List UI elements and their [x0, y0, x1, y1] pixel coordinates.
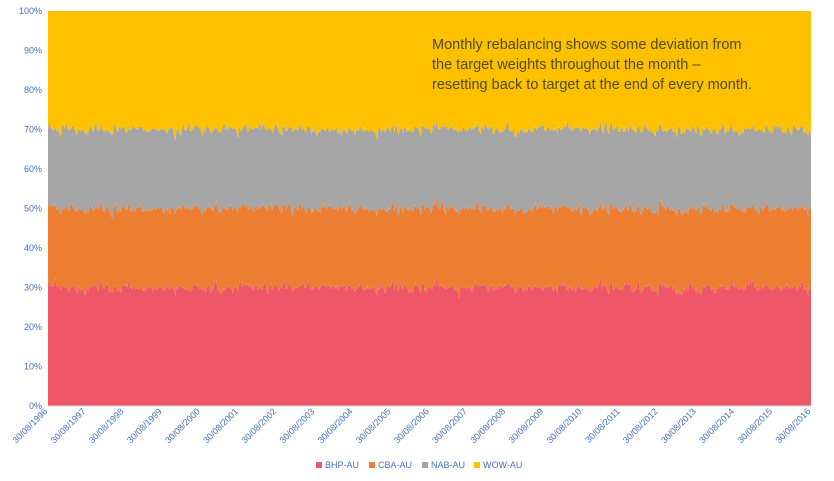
x-tick-label: 30/08/2016: [773, 406, 812, 445]
y-tick-label: 40%: [24, 243, 42, 253]
y-axis-ticks: 0% 10% 20% 30% 40% 50% 60% 70% 80% 90% 100%: [19, 6, 42, 411]
x-tick-label: 30/08/2003: [278, 406, 317, 445]
legend-label-nab-au: NAB-AU: [431, 460, 465, 470]
legend-swatch-cba-au: [369, 462, 375, 468]
x-tick-label: 30/08/2014: [697, 406, 736, 445]
x-tick-label: 30/08/2013: [659, 406, 698, 445]
annotation-line: Monthly rebalancing shows some deviation…: [432, 37, 741, 53]
y-tick-label: 0%: [29, 401, 42, 411]
y-tick-label: 30%: [24, 283, 42, 293]
x-tick-label: 30/08/2005: [354, 406, 393, 445]
x-tick-label: 30/08/2008: [468, 406, 507, 445]
x-tick-label: 30/08/1998: [87, 406, 126, 445]
plot-areas: [48, 11, 811, 406]
area-bhp-au: [48, 277, 811, 406]
x-tick-label: 30/08/2006: [392, 406, 431, 445]
x-tick-label: 30/08/2015: [735, 406, 774, 445]
x-tick-label: 30/08/2012: [621, 406, 660, 445]
legend-swatch-bhp-au: [316, 462, 322, 468]
y-tick-label: 10%: [24, 362, 42, 372]
x-tick-label: 30/08/2000: [163, 406, 202, 445]
x-tick-label: 30/08/2004: [316, 406, 355, 445]
area-nab-au: [48, 120, 811, 220]
x-axis-ticks: 30/08/1996 30/08/1997 30/08/1998 30/08/1999…: [10, 406, 812, 445]
legend-swatch-wow-au: [474, 462, 480, 468]
x-tick-label: 30/08/2009: [506, 406, 545, 445]
y-tick-label: 20%: [24, 322, 42, 332]
y-tick-label: 100%: [19, 6, 42, 16]
x-tick-label: 30/08/2010: [545, 406, 584, 445]
x-tick-label: 30/08/1997: [49, 406, 88, 445]
legend-label-cba-au: CBA-AU: [378, 460, 412, 470]
annotation-line: the target weights throughout the month …: [432, 57, 701, 73]
y-tick-label: 80%: [24, 85, 42, 95]
chart-annotation: Monthly rebalancing shows some deviation…: [432, 37, 752, 93]
y-tick-label: 90%: [24, 46, 42, 56]
area-wow-au: [48, 11, 811, 141]
legend-swatch-nab-au: [422, 462, 428, 468]
x-tick-label: 30/08/2011: [583, 406, 621, 444]
legend-label-bhp-au: BHP-AU: [325, 460, 359, 470]
annotation-line: resetting back to target at the end of e…: [432, 77, 752, 93]
x-tick-label: 30/08/2002: [239, 406, 278, 445]
legend-label-wow-au: WOW-AU: [483, 460, 522, 470]
x-tick-label: 30/08/1996: [10, 406, 49, 445]
x-tick-label: 30/08/2007: [430, 406, 469, 445]
chart-legend: BHP-AU CBA-AU NAB-AU WOW-AU: [316, 460, 522, 470]
x-tick-label: 30/08/1999: [125, 406, 164, 445]
y-tick-label: 60%: [24, 164, 42, 174]
y-tick-label: 70%: [24, 125, 42, 135]
x-tick-label: 30/08/2001: [201, 406, 240, 445]
y-tick-label: 50%: [24, 204, 42, 214]
area-cba-au: [48, 198, 811, 300]
